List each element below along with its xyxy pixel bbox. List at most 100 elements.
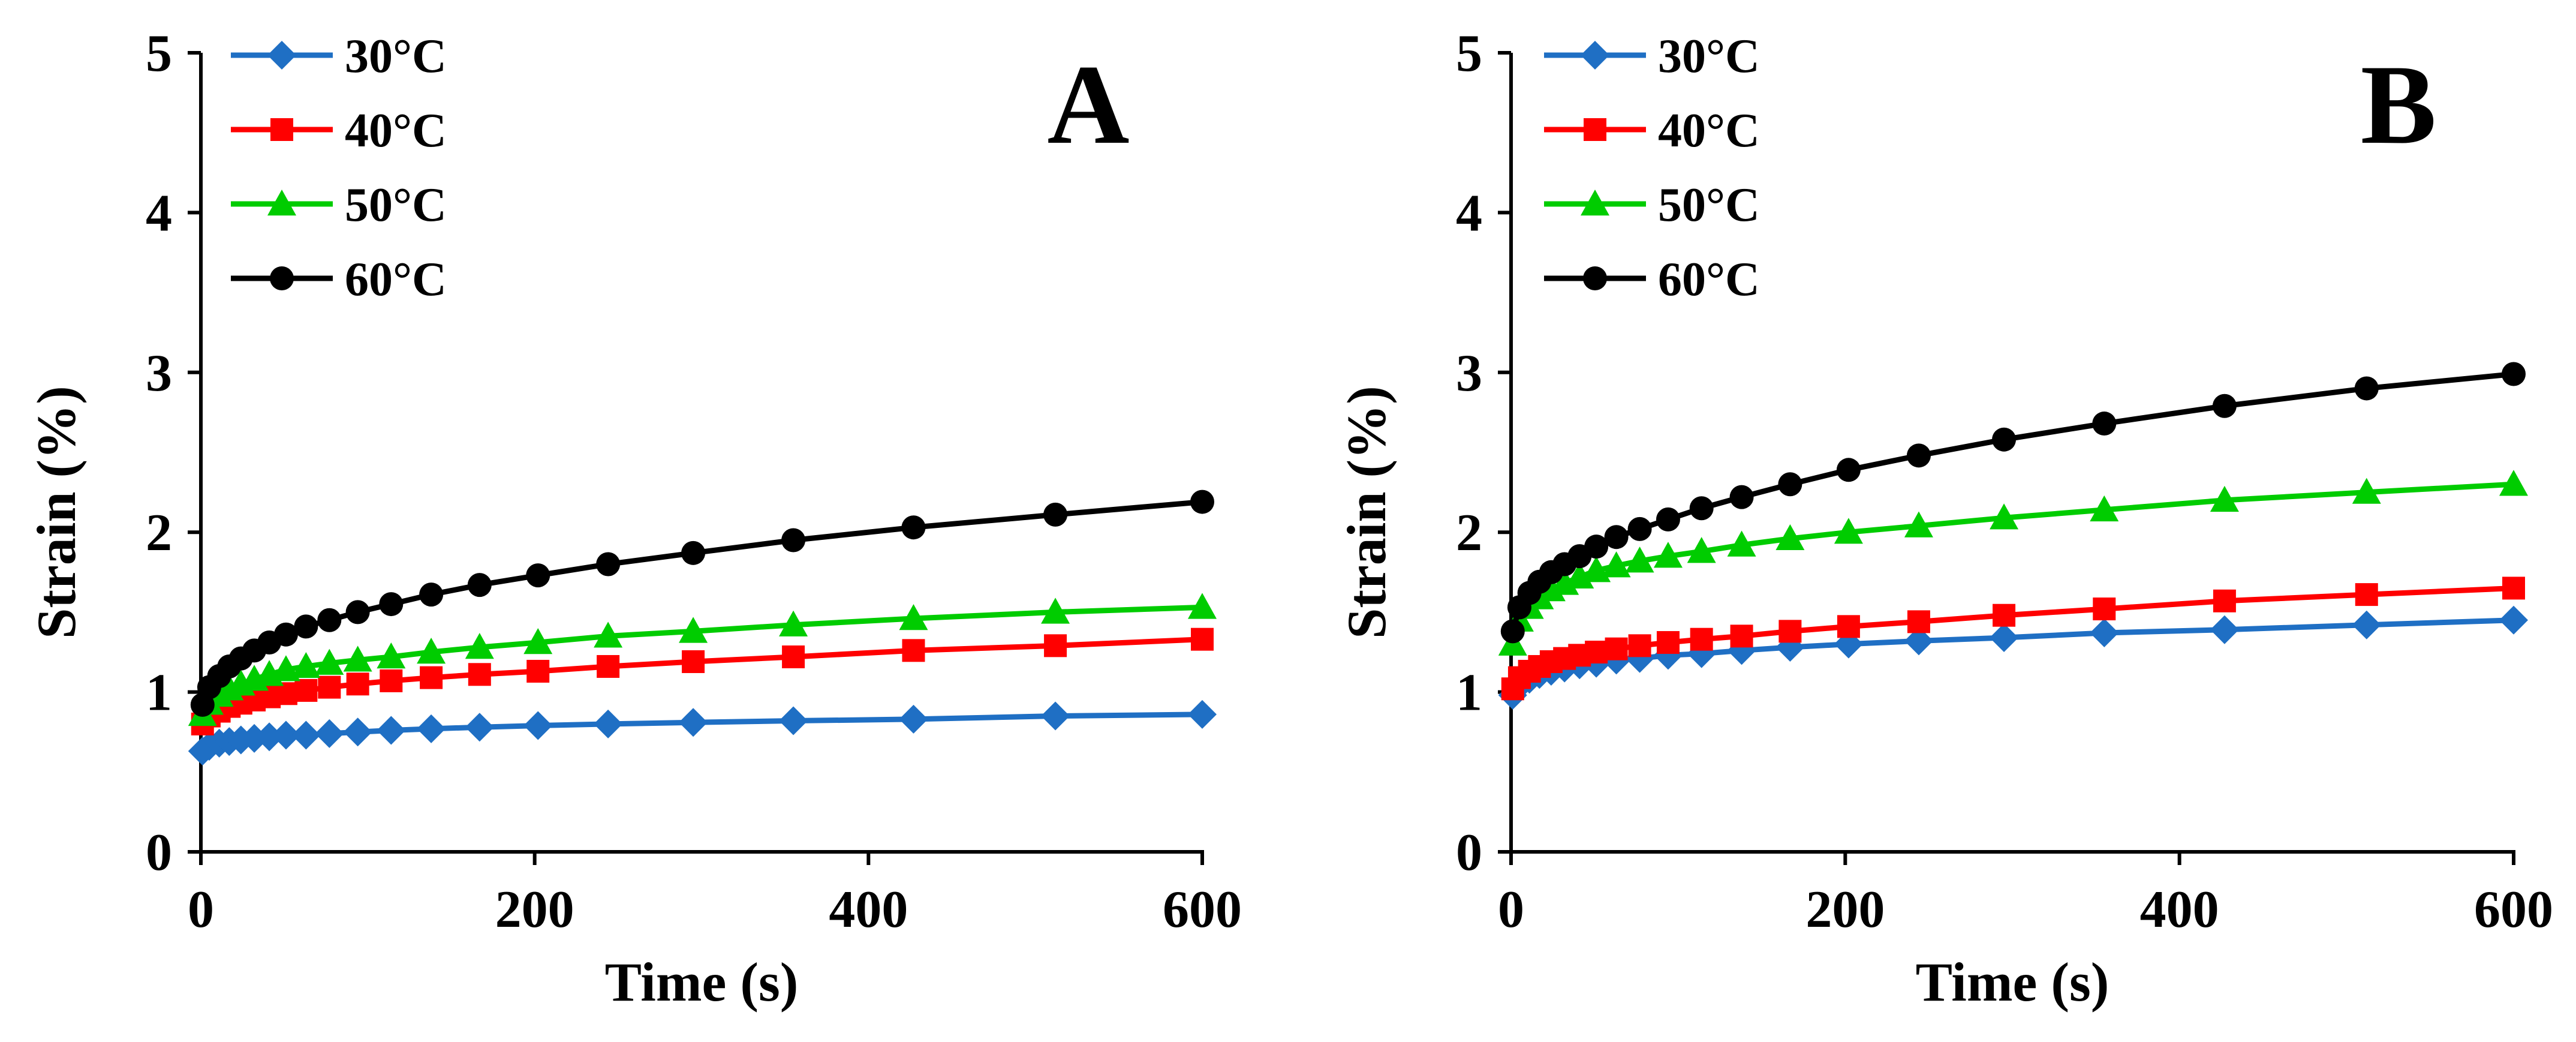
y-axis-title: Strain (%) bbox=[26, 386, 87, 639]
data-point bbox=[379, 592, 404, 617]
data-point bbox=[465, 633, 494, 659]
data-point bbox=[465, 713, 494, 742]
x-tick-label: 400 bbox=[829, 881, 908, 939]
data-point bbox=[523, 711, 553, 740]
y-tick-label: 3 bbox=[146, 344, 172, 403]
data-point bbox=[1990, 623, 2019, 653]
data-point bbox=[1585, 641, 1608, 663]
data-point bbox=[294, 678, 318, 702]
panel-letter: B bbox=[2361, 42, 2437, 168]
data-point bbox=[1500, 619, 1525, 644]
data-point bbox=[901, 515, 926, 540]
data-point bbox=[274, 682, 297, 705]
data-point bbox=[1778, 472, 1802, 497]
data-point bbox=[781, 528, 806, 552]
data-point bbox=[2502, 576, 2525, 600]
data-point bbox=[1992, 427, 2017, 452]
data-point bbox=[1904, 511, 1933, 537]
x-tick-label: 0 bbox=[188, 881, 214, 939]
y-tick-label: 0 bbox=[1456, 824, 1482, 882]
data-point bbox=[1906, 443, 1931, 468]
data-point bbox=[318, 675, 341, 699]
data-point bbox=[2213, 589, 2236, 612]
data-point bbox=[1044, 634, 1067, 657]
data-point bbox=[1584, 534, 1609, 559]
legend-label: 30°C bbox=[345, 30, 447, 83]
y-tick-label: 4 bbox=[146, 184, 172, 242]
data-point bbox=[271, 655, 300, 681]
legend: 30°C 40°C 50°C 60°C bbox=[1544, 30, 1760, 306]
data-point bbox=[1834, 518, 1863, 544]
data-point bbox=[2499, 470, 2528, 496]
data-point bbox=[779, 610, 808, 636]
data-point bbox=[1907, 610, 1930, 633]
data-point bbox=[2090, 618, 2119, 648]
legend-marker bbox=[1581, 190, 1609, 216]
data-point bbox=[315, 719, 344, 748]
x-tick-label: 600 bbox=[1163, 881, 1242, 939]
data-point bbox=[594, 621, 623, 648]
y-tick-label: 4 bbox=[1456, 184, 1482, 242]
data-point bbox=[271, 720, 300, 750]
x-tick-label: 600 bbox=[2474, 881, 2553, 939]
data-point bbox=[1727, 530, 1756, 557]
data-point bbox=[779, 706, 808, 735]
data-point bbox=[1730, 624, 1753, 648]
chart-panel-b: 0 1 2 3 4 5 0 200 400 600 Time (s) Strain (%) B 30°C 4… bbox=[1336, 25, 2553, 1013]
data-point bbox=[1188, 593, 1217, 619]
data-point bbox=[2093, 597, 2116, 621]
series-40c bbox=[1501, 576, 2525, 701]
y-axis-title: Strain (%) bbox=[1336, 386, 1397, 639]
data-point bbox=[1191, 627, 1214, 651]
data-point bbox=[1837, 615, 1860, 638]
data-point bbox=[1627, 517, 1652, 541]
data-point bbox=[782, 645, 805, 668]
data-point bbox=[2502, 362, 2526, 386]
legend-label: 40°C bbox=[1658, 104, 1760, 157]
data-point bbox=[2352, 478, 2381, 504]
data-point bbox=[2210, 615, 2239, 644]
data-point bbox=[1602, 551, 1631, 578]
data-point bbox=[902, 639, 925, 662]
y-tick-label: 1 bbox=[1456, 664, 1482, 722]
data-point bbox=[596, 552, 621, 576]
y-tick-label: 0 bbox=[146, 824, 172, 882]
data-point bbox=[417, 714, 446, 743]
legend-marker bbox=[1584, 118, 1606, 141]
data-point bbox=[1190, 490, 1214, 514]
y-tick-label: 5 bbox=[146, 25, 172, 83]
data-point bbox=[1687, 537, 1716, 563]
data-point bbox=[467, 573, 492, 597]
data-point bbox=[2092, 412, 2117, 436]
data-point bbox=[1625, 546, 1654, 573]
x-axis-title: Time (s) bbox=[1916, 951, 2109, 1013]
x-tick-label: 200 bbox=[1805, 881, 1885, 939]
data-point bbox=[255, 722, 284, 752]
data-point bbox=[1656, 507, 1680, 531]
data-point bbox=[380, 669, 403, 692]
data-point bbox=[679, 617, 708, 643]
legend-marker bbox=[267, 190, 296, 216]
y-tick-label: 1 bbox=[146, 664, 172, 722]
series-60c bbox=[1500, 362, 2526, 644]
series-30c bbox=[188, 699, 1217, 766]
data-point bbox=[317, 608, 342, 632]
y-tick-label: 2 bbox=[1456, 504, 1482, 562]
data-point bbox=[1041, 701, 1070, 731]
data-point bbox=[2354, 376, 2379, 401]
data-point bbox=[417, 638, 446, 664]
data-point bbox=[523, 628, 553, 654]
data-point bbox=[2212, 394, 2237, 418]
legend-marker bbox=[1583, 266, 1607, 290]
x-tick-label: 200 bbox=[495, 881, 574, 939]
y-tick-label: 5 bbox=[1456, 25, 1482, 83]
chart-panel-a: 0 1 2 3 4 5 0 200 400 600 Time (s) Strain (%) A 30°C 4… bbox=[26, 25, 1242, 1013]
data-point bbox=[1993, 603, 2016, 627]
data-point bbox=[1628, 634, 1651, 657]
legend-label: 60°C bbox=[1658, 253, 1760, 306]
data-point bbox=[291, 651, 321, 678]
data-point bbox=[1656, 631, 1680, 654]
data-point bbox=[315, 648, 344, 675]
legend-marker bbox=[270, 266, 294, 290]
